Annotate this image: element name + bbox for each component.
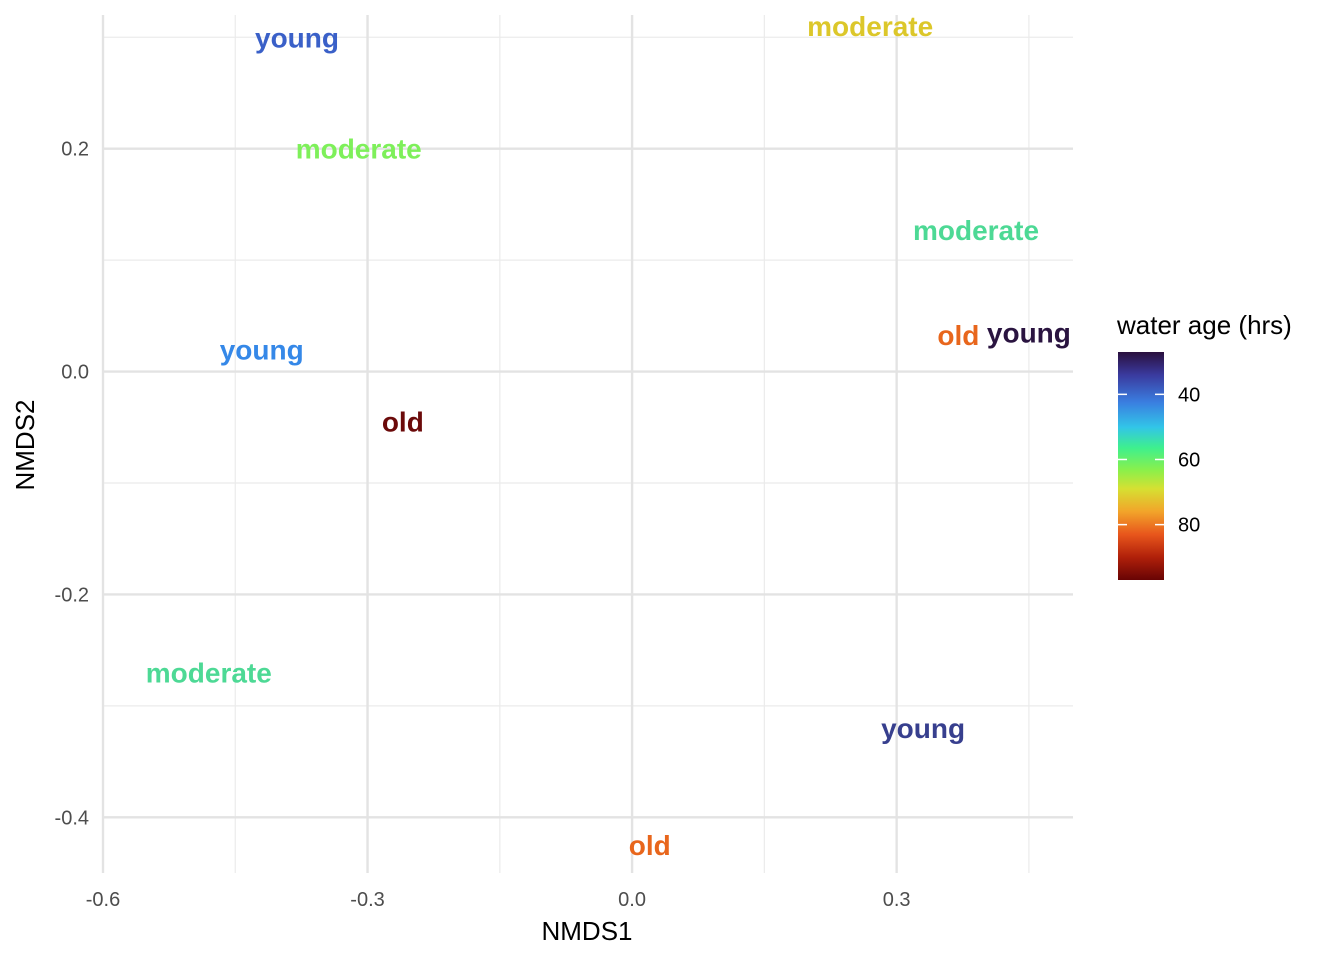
y-tick-label: -0.4: [55, 807, 89, 829]
colorbar-tick-label: 40: [1178, 384, 1200, 406]
point-label-young: young: [255, 22, 339, 53]
point-label-young: young: [220, 334, 304, 365]
colorbar-tick-label: 60: [1178, 449, 1200, 471]
point-label-moderate: moderate: [807, 11, 933, 42]
point-label-old: old: [937, 320, 979, 351]
x-tick-labels: -0.6 -0.3 0.0 0.3: [86, 889, 911, 911]
legend-title: water age (hrs): [1116, 310, 1292, 340]
point-label-old: old: [629, 830, 671, 861]
point-label-young: young: [881, 713, 965, 744]
colorbar-tick-label: 80: [1178, 515, 1200, 537]
y-tick-label: 0.2: [61, 139, 89, 161]
point-labels: young moderate moderate moderate old young you…: [146, 11, 1071, 861]
y-tick-label: -0.2: [55, 584, 89, 606]
point-label-moderate: moderate: [296, 134, 422, 165]
minor-gridlines: [103, 15, 1073, 873]
x-axis-title: NMDS1: [541, 916, 632, 946]
x-tick-label: -0.6: [86, 889, 120, 911]
x-tick-label: 0.3: [883, 889, 911, 911]
colorbar-legend: water age (hrs) 40 60 80: [1116, 310, 1292, 580]
y-tick-labels: -0.4 -0.2 0.0 0.2: [55, 139, 89, 830]
x-tick-label: -0.3: [350, 889, 384, 911]
colorbar-ticks: 40 60 80: [1118, 384, 1200, 537]
y-axis-title: NMDS2: [10, 399, 40, 490]
point-label-moderate: moderate: [913, 215, 1039, 246]
point-label-young: young: [987, 318, 1071, 349]
point-label-moderate: moderate: [146, 657, 272, 688]
point-label-old: old: [382, 407, 424, 438]
major-gridlines: [101, 15, 1073, 873]
y-tick-label: 0.0: [61, 362, 89, 384]
x-tick-label: 0.0: [618, 889, 646, 911]
colorbar: [1118, 352, 1164, 580]
